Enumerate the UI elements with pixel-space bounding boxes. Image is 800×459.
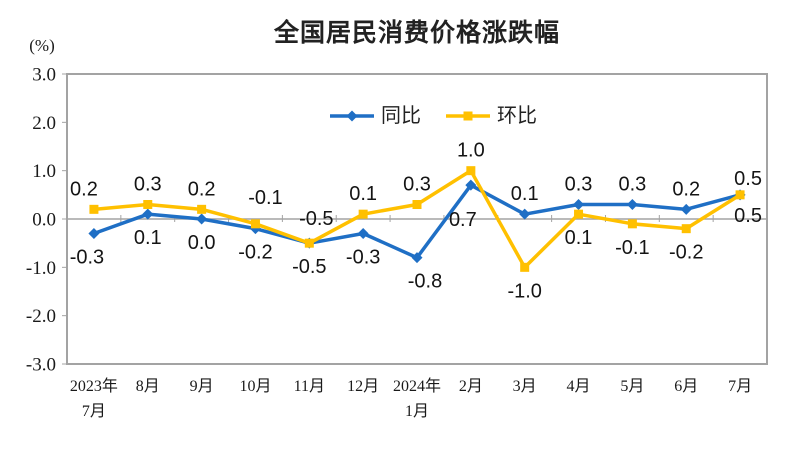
y-tick-label-1: 2.0	[32, 113, 56, 134]
x-tick-label-9-0: 4月	[567, 378, 591, 395]
data-label-huanbi-9: 0.1	[565, 227, 593, 249]
data-label-huanbi-6: 0.3	[403, 174, 431, 196]
x-tick-label-5-0: 12月	[347, 378, 379, 395]
x-tick-label-11-0: 6月	[674, 378, 698, 395]
x-tick-label-1-0: 8月	[136, 378, 160, 395]
data-label-tongbi-12: 0.5	[734, 168, 762, 190]
data-label-tongbi-9: 0.3	[565, 174, 593, 196]
marker-tongbi-5	[357, 228, 369, 239]
x-tick-label-12-0: 7月	[728, 378, 752, 395]
data-label-huanbi-12: 0.5	[734, 205, 762, 227]
x-tick-label-2-0: 9月	[190, 378, 214, 395]
marker-tongbi-6	[411, 252, 423, 264]
x-tick-label-6-1: 1月	[405, 403, 429, 420]
data-label-tongbi-2: 0.0	[188, 232, 216, 254]
marker-huanbi-0	[89, 204, 99, 214]
legend: 同比 环比	[329, 106, 537, 126]
x-tick-label-0-0: 2023年	[70, 377, 118, 395]
huanbi-line-square-swatch	[446, 111, 490, 121]
x-tick-label-10-0: 5月	[620, 378, 644, 395]
marker-tongbi-2	[196, 213, 208, 225]
data-label-huanbi-7: 1.0	[457, 140, 485, 162]
tongbi-diamond-icon	[346, 110, 358, 122]
data-label-tongbi-11: 0.2	[672, 178, 700, 200]
marker-tongbi-7	[465, 179, 477, 191]
y-tick-label-4: -1.0	[26, 258, 56, 279]
marker-huanbi-8	[520, 262, 530, 272]
y-tick-label-0: 3.0	[32, 65, 56, 86]
marker-tongbi-9	[573, 199, 585, 210]
x-tick-label-6-0: 2024年	[393, 377, 441, 395]
marker-huanbi-1	[143, 200, 153, 209]
marker-tongbi-11	[680, 203, 692, 215]
huanbi-square-icon	[463, 111, 473, 121]
data-label-huanbi-11: -0.2	[669, 242, 703, 264]
marker-huanbi-7	[466, 166, 476, 176]
marker-huanbi-3	[250, 219, 260, 229]
marker-tongbi-0	[88, 228, 100, 239]
data-label-tongbi-5: -0.3	[346, 247, 380, 269]
marker-huanbi-6	[412, 200, 422, 209]
legend-item-tongbi: 同比	[329, 106, 421, 126]
marker-huanbi-4	[304, 238, 314, 248]
data-label-huanbi-2: 0.2	[188, 178, 216, 200]
marker-huanbi-5	[358, 209, 368, 219]
legend-label-huanbi: 环比	[497, 105, 537, 127]
marker-tongbi-10	[626, 199, 638, 210]
marker-tongbi-1	[142, 208, 154, 220]
data-label-huanbi-5: 0.1	[349, 183, 377, 205]
data-label-huanbi-4: -0.5	[299, 208, 333, 230]
marker-huanbi-9	[574, 209, 584, 219]
data-label-tongbi-0: -0.3	[70, 247, 104, 269]
data-label-tongbi-4: -0.5	[292, 256, 326, 278]
x-tick-label-0-1: 7月	[82, 403, 106, 420]
legend-label-tongbi: 同比	[381, 105, 421, 127]
data-label-tongbi-1: 0.1	[134, 227, 162, 249]
data-label-huanbi-0: 0.2	[70, 178, 98, 200]
data-label-tongbi-6: -0.8	[408, 271, 442, 293]
x-tick-label-4-0: 11月	[294, 378, 325, 395]
x-tick-label-8-0: 3月	[513, 378, 537, 395]
data-label-huanbi-10: -0.1	[615, 237, 649, 259]
data-label-huanbi-8: -1.0	[507, 280, 541, 302]
legend-item-huanbi: 环比	[445, 106, 537, 126]
chart-title: 全国居民消费价格涨跌幅	[273, 19, 560, 47]
data-label-tongbi-3: -0.2	[238, 242, 272, 264]
y-tick-label-6: -3.0	[26, 355, 56, 376]
data-label-huanbi-3: -0.1	[248, 187, 282, 209]
x-tick-label-3-0: 10月	[239, 378, 271, 395]
marker-huanbi-10	[627, 219, 637, 229]
data-label-tongbi-10: 0.3	[618, 174, 646, 196]
tongbi-line-diamond-swatch	[330, 110, 374, 122]
marker-huanbi-12	[735, 190, 745, 200]
y-tick-label-2: 1.0	[32, 161, 56, 182]
marker-tongbi-8	[519, 208, 531, 220]
marker-huanbi-11	[681, 224, 691, 234]
marker-huanbi-2	[197, 204, 207, 214]
data-label-huanbi-1: 0.3	[134, 174, 162, 196]
data-label-tongbi-7: 0.7	[449, 209, 477, 231]
y-axis-unit-label: (%)	[29, 36, 55, 55]
y-tick-label-3: 0.0	[32, 210, 56, 231]
x-tick-label-7-0: 2月	[459, 378, 483, 395]
y-tick-label-5: -2.0	[26, 306, 56, 327]
data-label-tongbi-8: 0.1	[511, 183, 539, 205]
